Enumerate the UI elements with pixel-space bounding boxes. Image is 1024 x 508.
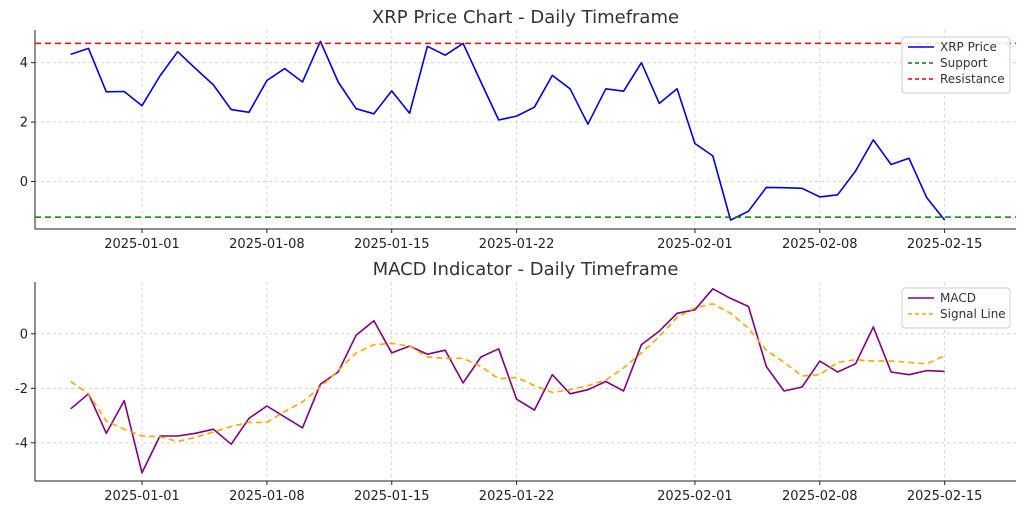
y-tick-label: -4 [15,436,28,451]
legend-label-xrp-price: XRP Price [940,40,997,54]
x-tick-label: 2025-01-08 [229,237,305,252]
legend-label-resistance: Resistance [940,72,1005,86]
x-tick-label: 2025-02-01 [657,237,733,252]
chart-title: MACD Indicator - Daily Timeframe [373,259,679,280]
x-tick-label: 2025-01-15 [354,489,430,504]
legend: MACD Signal Line [901,287,1011,329]
x-tick-label: 2025-01-22 [479,489,555,504]
y-tick-label: -2 [15,382,28,397]
y-tick-label: 4 [20,56,28,71]
x-tick-label: 2025-01-01 [104,237,180,252]
macd-chart-panel: MACD Indicator - Daily Timeframe -4 -2 0 202… [15,259,1016,504]
y-tick-label: 0 [20,175,28,190]
y-tick-label: 0 [20,327,28,342]
x-tick-label: 2025-02-15 [907,237,983,252]
chart-title: XRP Price Chart - Daily Timeframe [372,7,679,28]
macd-series-line [70,287,945,474]
x-tick-label: 2025-01-08 [229,489,305,504]
x-tick-label: 2025-01-15 [354,237,430,252]
y-tick-label: 2 [20,116,28,131]
x-tick-label: 2025-02-08 [782,237,858,252]
xrp-price-series-line [70,40,946,221]
x-tick-label: 2025-02-08 [782,489,858,504]
signal-line-series-line [70,302,946,443]
legend-label-macd: MACD [940,291,976,305]
legend: XRP Price Support Resistance [901,36,1011,94]
x-tick-label: 2025-01-22 [479,237,555,252]
x-tick-label: 2025-02-01 [657,489,733,504]
price-chart-panel: XRP Price Chart - Daily Timeframe 0 2 4 2025… [20,7,1016,252]
x-tick-label: 2025-01-01 [104,489,180,504]
x-tick-label: 2025-02-15 [907,489,983,504]
legend-label-support: Support [940,56,988,70]
legend-label-signal-line: Signal Line [940,307,1006,321]
